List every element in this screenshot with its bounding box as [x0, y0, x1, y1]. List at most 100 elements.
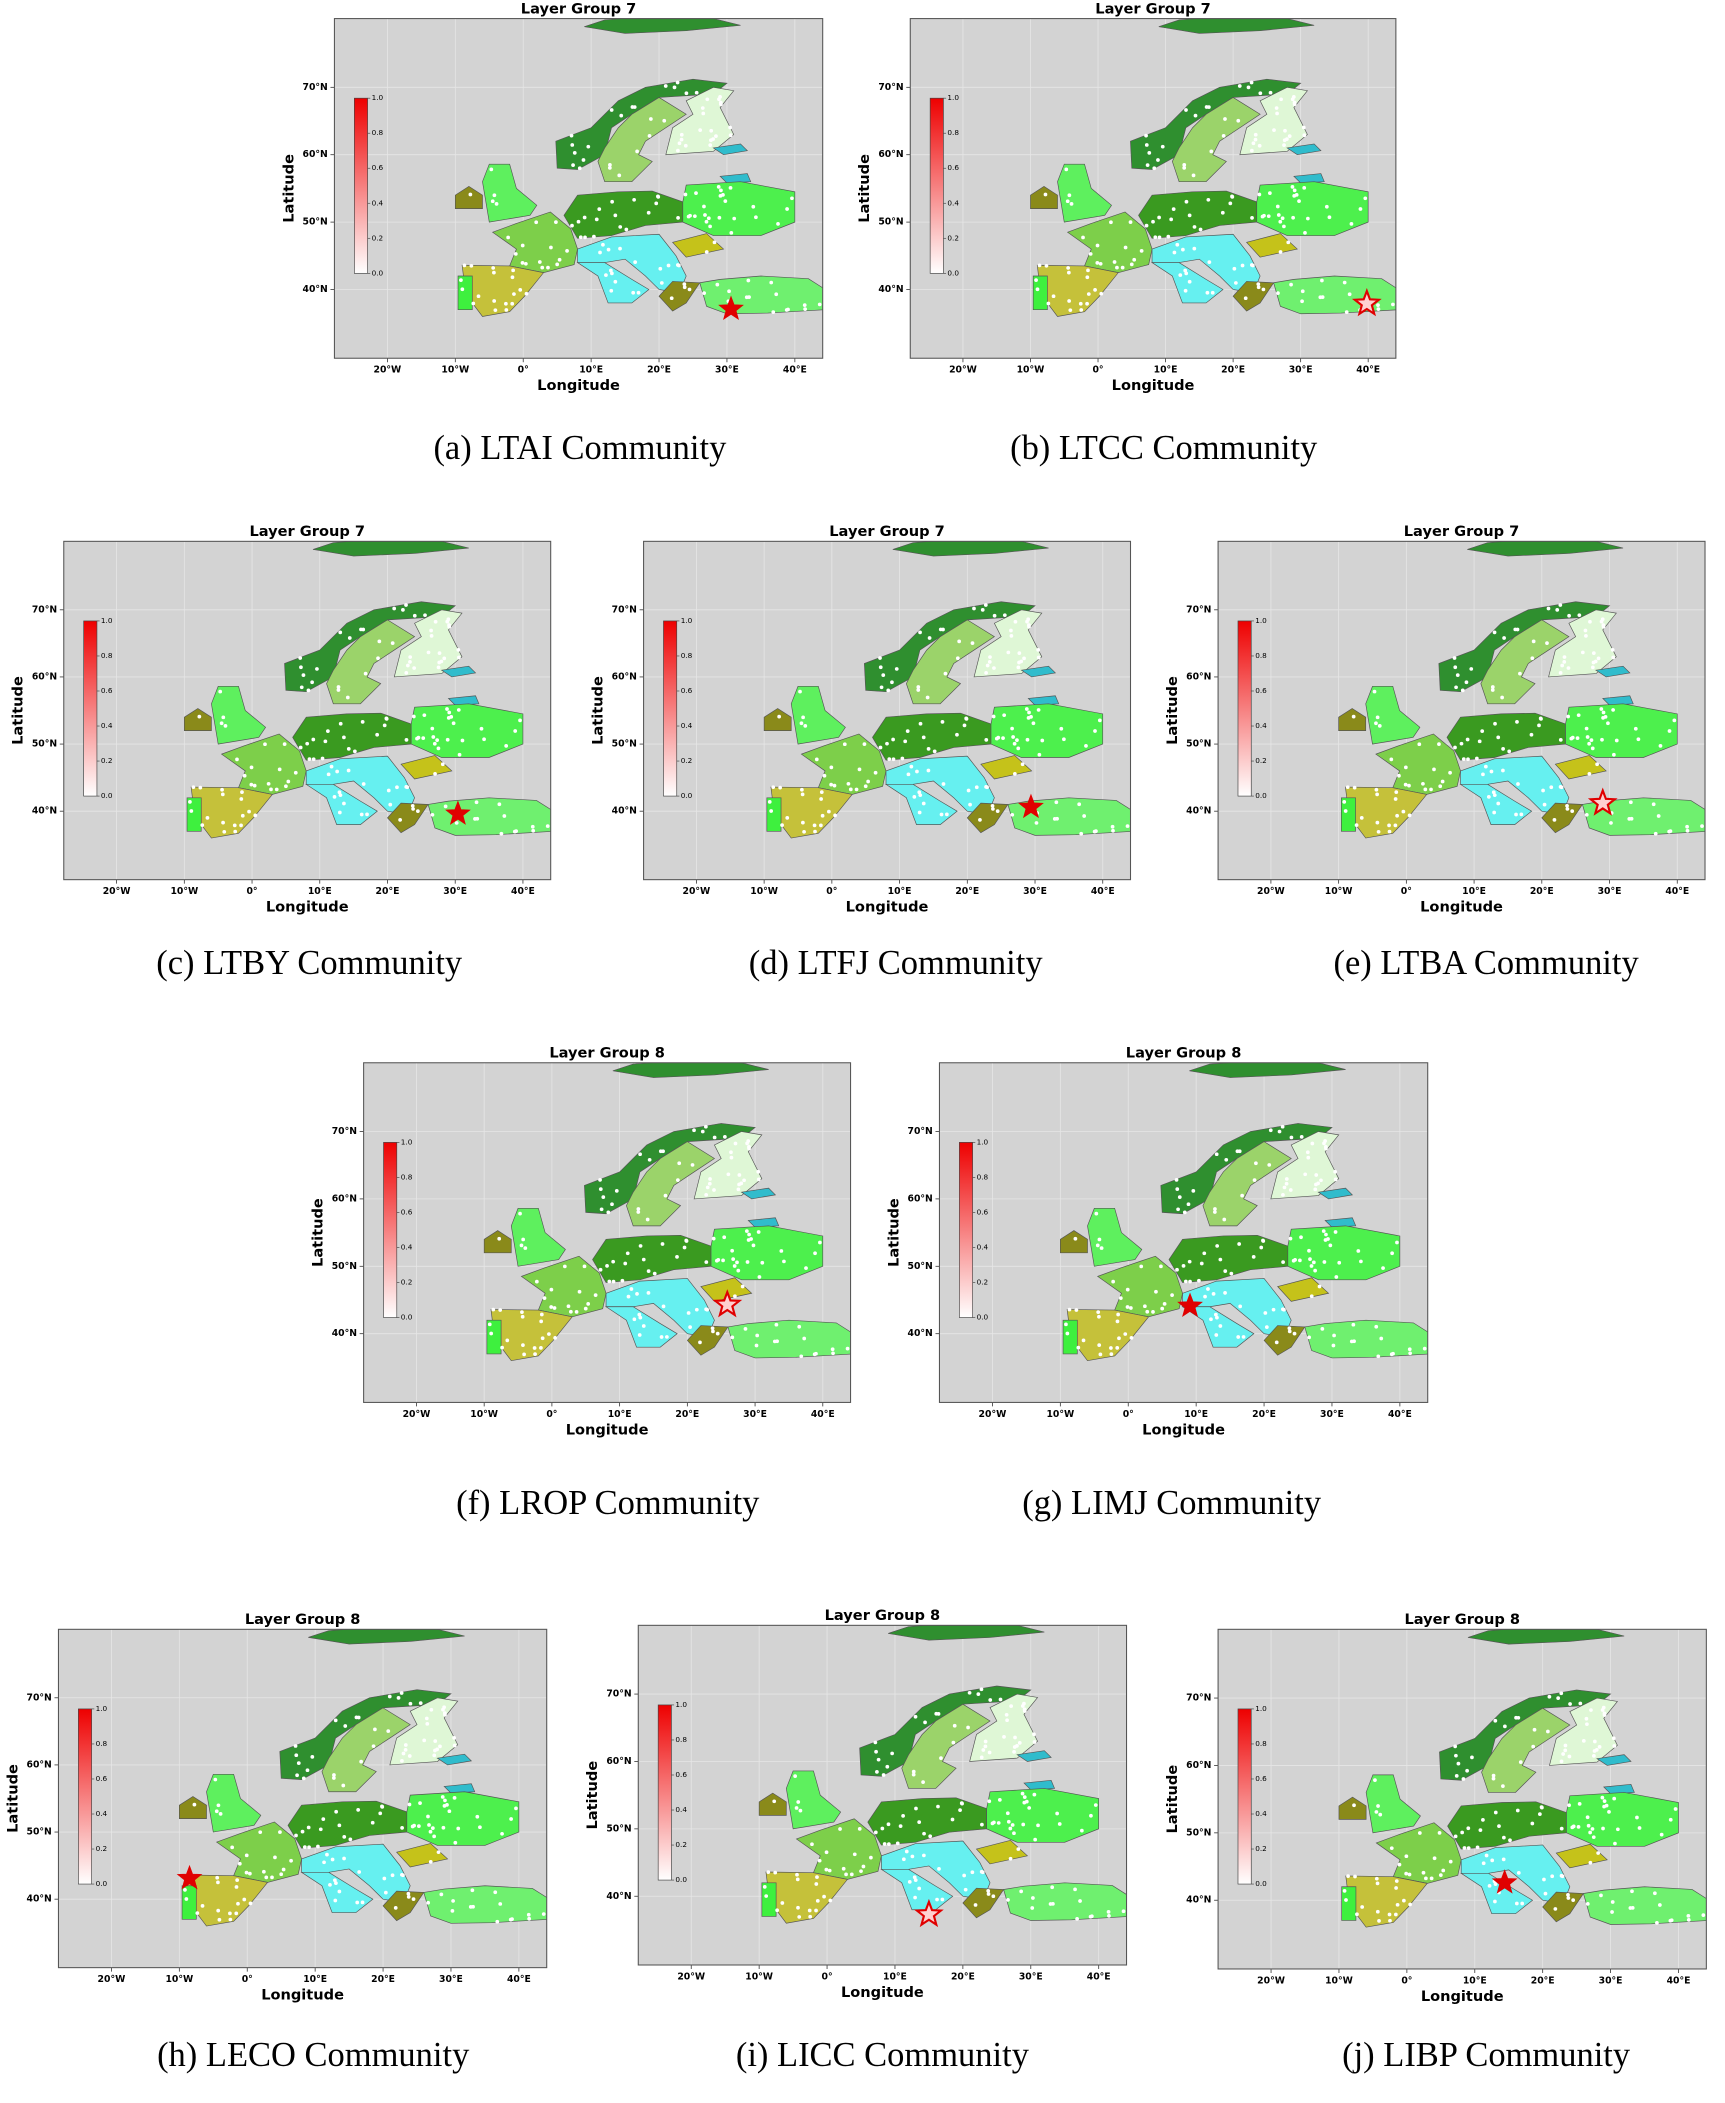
airport-dot: [489, 1331, 494, 1336]
airport-dot: [773, 1870, 778, 1875]
airport-dot: [518, 288, 523, 292]
airport-dot: [1036, 647, 1041, 652]
airport-dot: [874, 1749, 878, 1754]
airport-dot: [714, 134, 718, 138]
y-tick-label: 40°N: [332, 1328, 357, 1339]
airport-dot: [1157, 235, 1162, 240]
airport-dot: [315, 667, 319, 671]
airport-dot: [252, 783, 257, 788]
airport-dot: [1320, 1326, 1325, 1331]
airport-dot: [1583, 628, 1588, 633]
airport-dot: [1115, 265, 1119, 270]
airport-dot: [1125, 824, 1130, 828]
plot-frame: [643, 540, 1132, 881]
x-axis-label: Longitude: [266, 899, 349, 916]
y-tick-label: 70°N: [303, 82, 328, 93]
airport-dot: [707, 1181, 712, 1186]
airport-dot: [1567, 1754, 1572, 1759]
community-star: [1491, 1869, 1518, 1894]
map-panel: 20°W 10°W 0° 10°E 20°E 30°E 40°E40°N50°N60°N70…: [4, 1611, 548, 2004]
airport-dot: [1610, 647, 1615, 652]
airport-dot: [1403, 782, 1408, 787]
airport-dot: [598, 1267, 603, 1272]
airport-dot: [1475, 1845, 1480, 1850]
airport-dot: [410, 803, 415, 808]
x-tick-label: 20°W: [677, 1971, 705, 1982]
airport-dot: [1563, 1748, 1568, 1753]
airport-dot: [282, 742, 287, 746]
airport-dot: [917, 1886, 922, 1891]
caption: (c) LTBY Community: [156, 944, 463, 982]
y-tick-label: 40°N: [612, 806, 637, 817]
airport-dot: [904, 1849, 909, 1854]
airport-dot: [1013, 619, 1018, 624]
airport-dot: [359, 812, 364, 817]
airport-dot: [755, 1333, 760, 1338]
airport-dot: [819, 790, 824, 794]
airport-dot: [1129, 1336, 1134, 1340]
y-tick-label: 50°N: [27, 1827, 52, 1838]
airport-dot: [1602, 1799, 1607, 1803]
colorbar-tick-label: 0.8: [1255, 1739, 1267, 1748]
airport-dot: [672, 85, 677, 90]
airport-dot: [1529, 732, 1534, 737]
airport-dot: [980, 607, 985, 612]
airport-dot: [363, 671, 368, 676]
country: [1020, 665, 1057, 678]
airport-dot: [1223, 117, 1227, 121]
map-layer: [1218, 541, 1706, 880]
airport-dot: [861, 1864, 866, 1869]
airport-dot: [803, 307, 807, 311]
country: [758, 1792, 787, 1816]
airport-dot: [450, 1909, 455, 1913]
airport-dot: [1187, 213, 1192, 218]
x-tick-label: 10°E: [308, 886, 332, 897]
airport-dot: [1097, 1237, 1102, 1242]
airport-dot: [1059, 726, 1064, 731]
airport-dot: [712, 1188, 716, 1192]
airport-dot: [429, 633, 434, 638]
airport-dot: [798, 1808, 803, 1813]
airport-dot: [1550, 1874, 1555, 1879]
airport-dot: [1606, 721, 1610, 726]
airport-dot: [728, 133, 733, 138]
airport-dot: [1094, 1211, 1099, 1216]
airport-dot: [1493, 1882, 1498, 1887]
y-tick-label: 50°N: [606, 1823, 631, 1834]
airport-dot: [446, 617, 451, 622]
airport-dot: [769, 809, 773, 813]
airport-dot: [1344, 1898, 1348, 1902]
airport-dot: [1032, 1740, 1037, 1744]
airport-dot: [1651, 802, 1656, 807]
x-tick-label: 40°E: [1388, 1409, 1412, 1420]
airport-dot: [1454, 1773, 1459, 1778]
airport-dot: [731, 1257, 736, 1262]
x-tick-label: 10°E: [1462, 886, 1486, 897]
airport-dot: [365, 812, 369, 817]
airport-dot: [1541, 788, 1545, 793]
airport-dot: [906, 772, 911, 777]
airport-dot: [452, 1735, 457, 1740]
colorbar-tick-label: 0.6: [401, 1207, 413, 1216]
airport-dot: [1177, 1195, 1182, 1199]
airport-dot: [1182, 1210, 1187, 1215]
airport-dot: [1363, 196, 1368, 201]
airport-dot: [1595, 762, 1599, 767]
airport-dot: [192, 1802, 197, 1807]
airport-dot: [1460, 688, 1465, 693]
colorbar-tick-label: 0.0: [1255, 1879, 1267, 1888]
airport-dot: [1093, 729, 1097, 733]
airport-dot: [1686, 1913, 1691, 1918]
airport-dot: [601, 1195, 606, 1199]
airport-dot: [1585, 735, 1590, 739]
airport-dot: [719, 188, 723, 193]
airport-dot: [769, 280, 774, 285]
x-axis-label: Longitude: [841, 1984, 924, 2001]
airport-dot: [684, 1239, 689, 1243]
airport-dot: [356, 1807, 361, 1812]
airport-dot: [1234, 281, 1238, 285]
airport-dot: [1079, 308, 1084, 312]
country: [901, 1703, 991, 1789]
airport-dot: [746, 278, 751, 283]
country: [1277, 1277, 1330, 1302]
